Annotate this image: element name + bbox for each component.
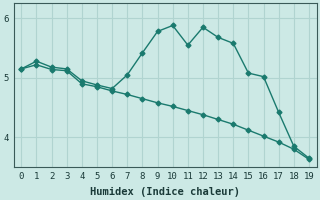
X-axis label: Humidex (Indice chaleur): Humidex (Indice chaleur) <box>90 186 240 197</box>
